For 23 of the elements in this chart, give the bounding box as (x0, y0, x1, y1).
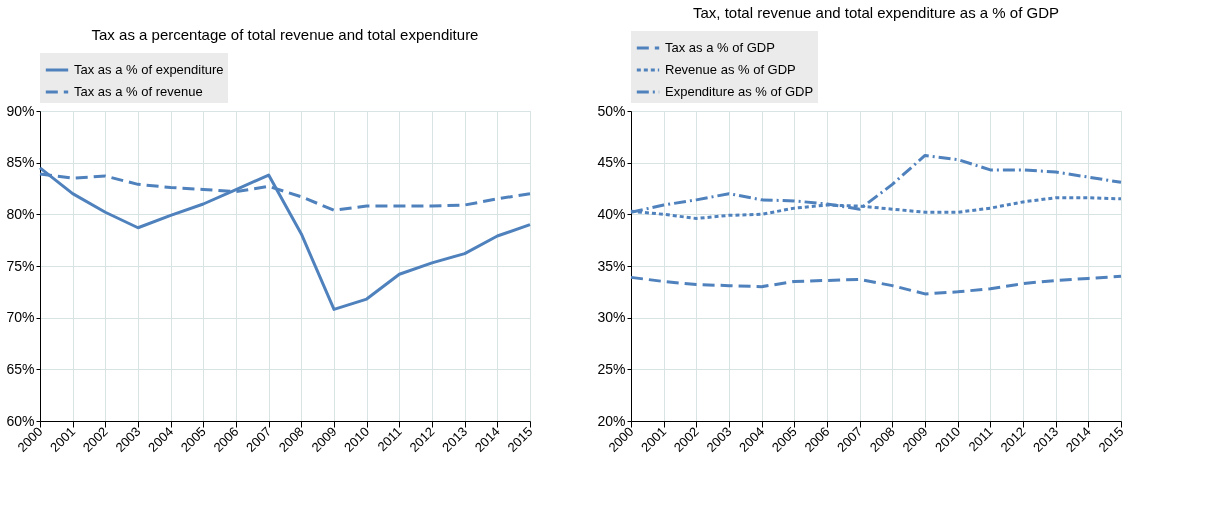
legend-label: Tax as a % of expenditure (74, 62, 224, 77)
y-tick-label: 40% (597, 205, 626, 222)
y-tick-label: 45% (597, 154, 626, 171)
legend-label: Tax as a % of GDP (665, 40, 775, 55)
legend-label: Revenue as % of GDP (665, 62, 796, 77)
y-tick-label: 25% (597, 360, 626, 377)
y-tick-label: 75% (6, 257, 35, 274)
chart-title: Tax as a percentage of total revenue and total expenditure (91, 26, 479, 43)
y-tick-label: 50% (597, 102, 626, 119)
legend-label: Expenditure as % of GDP (665, 84, 814, 99)
y-tick-label: 60% (6, 412, 35, 429)
line-series (629, 274, 1123, 296)
legend-label: Tax as a % of revenue (74, 84, 203, 99)
y-tick-label: 20% (597, 412, 626, 429)
line-series (38, 166, 532, 311)
y-tick-label: 85% (6, 154, 35, 171)
y-tick-label: 80% (6, 205, 35, 222)
y-tick-label: 90% (6, 102, 35, 119)
y-tick-label: 30% (597, 309, 626, 326)
chart-title: Tax, total revenue and total expenditure as a % of GDP (692, 4, 1060, 21)
y-tick-label: 70% (6, 309, 35, 326)
y-tick-label: 35% (597, 257, 626, 274)
y-tick-label: 65% (6, 360, 35, 377)
